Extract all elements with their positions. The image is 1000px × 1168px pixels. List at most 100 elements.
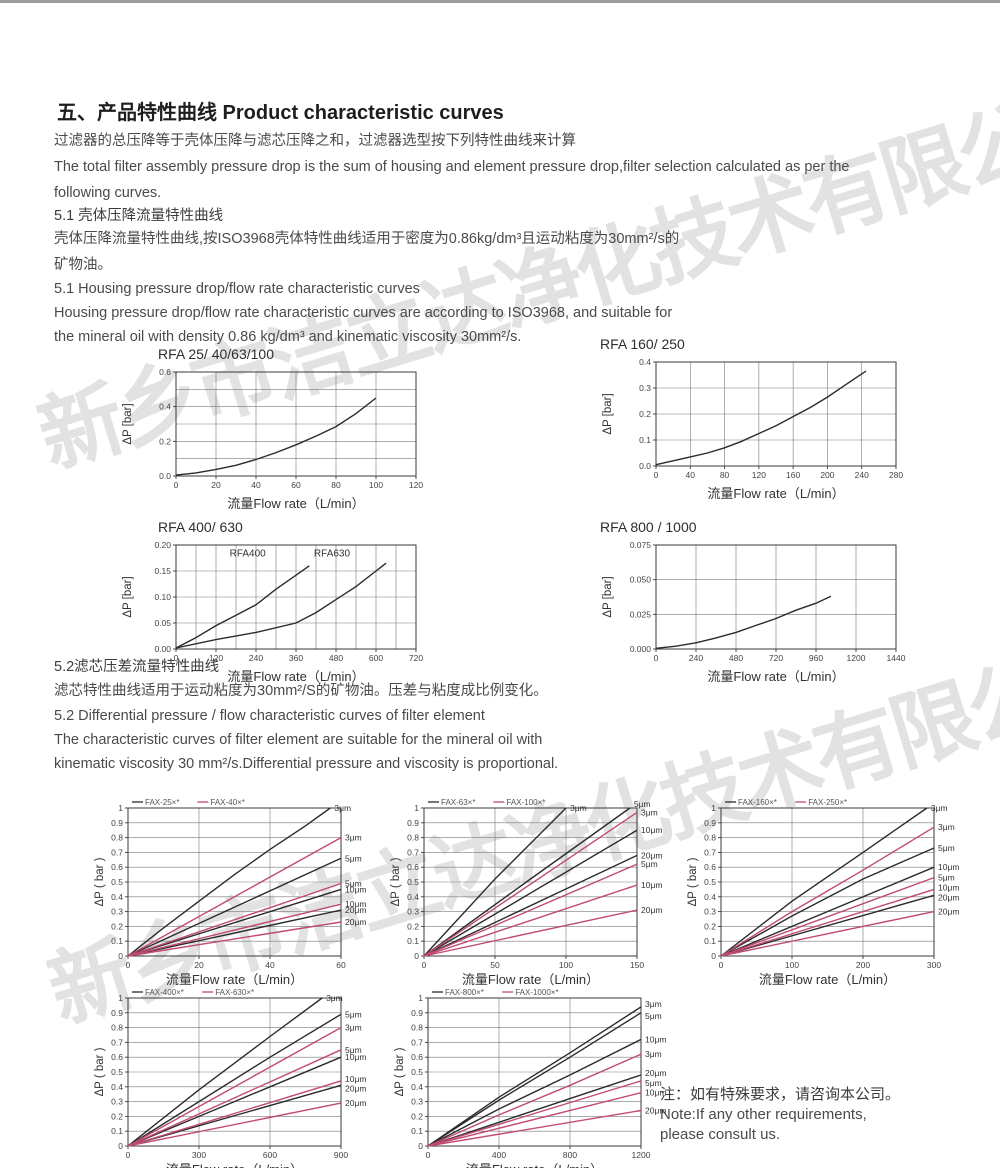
svg-text:0.1: 0.1 (407, 936, 419, 946)
svg-text:100: 100 (785, 960, 799, 970)
svg-text:流量Flow rate（L/min）: 流量Flow rate（L/min） (466, 1162, 603, 1168)
svg-text:FAX-630×*: FAX-630×* (215, 988, 254, 997)
chart-housing-rfa-160-250-plot: 0 40 80 120 160 200 240 280 0.0 0.1 0.2 0.3 0.4 ΔP [b… (602, 357, 903, 501)
svg-text:5μm: 5μm (345, 853, 362, 863)
svg-text:120: 120 (409, 480, 423, 490)
note-block: 注：如有特殊要求，请咨询本公司。 Note:If any other requi… (660, 1085, 900, 1145)
svg-text:FAX-40×*: FAX-40×* (210, 798, 244, 807)
svg-text:3μm: 3μm (334, 803, 351, 813)
svg-text:0.050: 0.050 (630, 575, 652, 585)
svg-text:0.1: 0.1 (411, 1126, 423, 1136)
intro-line-en-1: The total filter assembly pressure drop … (54, 159, 850, 175)
svg-text:0.6: 0.6 (704, 862, 716, 872)
svg-text:10μm: 10μm (345, 899, 366, 909)
svg-text:0: 0 (719, 960, 724, 970)
svg-text:0.05: 0.05 (154, 618, 171, 628)
svg-text:10μm: 10μm (938, 882, 959, 892)
svg-text:0: 0 (422, 960, 427, 970)
svg-text:480: 480 (729, 653, 743, 663)
svg-text:ΔP ( bar ): ΔP ( bar ) (687, 857, 699, 906)
svg-text:FAX-800×*: FAX-800×* (445, 988, 484, 997)
chart-element-fax-25-40: 0 20 40 60 0 0.1 0.2 0.3 0.4 0.5 0.6 0.7 0.8 0.9 1 3μm 5… (92, 794, 387, 992)
svg-text:20: 20 (194, 960, 204, 970)
svg-text:FAX-100×*: FAX-100×* (506, 798, 545, 807)
svg-text:0.5: 0.5 (111, 1067, 123, 1077)
svg-text:20μm: 20μm (938, 907, 959, 917)
intro-line-cn: 过滤器的总压降等于壳体压降与滤芯压降之和，过滤器选型按下列特性曲线来计算 (54, 133, 576, 149)
svg-text:1200: 1200 (847, 653, 866, 663)
svg-text:ΔP [bar]: ΔP [bar] (122, 576, 134, 617)
svg-text:5μm: 5μm (938, 843, 955, 853)
svg-text:0: 0 (426, 1150, 431, 1160)
svg-text:流量Flow rate（L/min）: 流量Flow rate（L/min） (166, 972, 303, 987)
svg-text:10μm: 10μm (345, 884, 366, 894)
top-border (0, 0, 1000, 3)
svg-text:40: 40 (265, 960, 275, 970)
svg-text:FAX-250×*: FAX-250×* (808, 798, 847, 807)
svg-text:0: 0 (654, 470, 659, 480)
section-5-2-heading-cn: 5.2滤芯压差流量特性曲线 (54, 659, 220, 675)
svg-text:0.3: 0.3 (407, 907, 419, 917)
section-5-2-body-cn: 滤芯特性曲线适用于运动粘度为30mm²/S的矿物油。压差与粘度成比例变化。 (54, 683, 548, 699)
svg-text:0.00: 0.00 (154, 644, 171, 654)
svg-text:5μm: 5μm (345, 878, 362, 888)
svg-text:5μm: 5μm (641, 859, 658, 869)
svg-text:5μm: 5μm (634, 799, 651, 809)
chart-element-fax-63-100: 0 50 100 150 0 0.1 0.2 0.3 0.4 0.5 0.6 0.7 0.8 0.9 1 3μ… (388, 794, 683, 992)
svg-text:FAX-25×*: FAX-25×* (145, 798, 179, 807)
svg-text:0.8: 0.8 (411, 1023, 423, 1033)
section-5-2-heading-en: 5.2 Differential pressure / flow charact… (54, 708, 485, 724)
chart-element-fax-25-40-plot: 0 20 40 60 0 0.1 0.2 0.3 0.4 0.5 0.6 0.7 0.8 0.9 1 3μm 5… (94, 798, 366, 987)
svg-text:流量Flow rate（L/min）: 流量Flow rate（L/min） (227, 669, 364, 684)
svg-text:20μm: 20μm (641, 905, 662, 915)
section-5-2-body-en-1: The characteristic curves of filter elem… (54, 732, 543, 748)
svg-text:ΔP [bar]: ΔP [bar] (602, 576, 614, 617)
svg-text:1440: 1440 (887, 653, 906, 663)
svg-text:0.6: 0.6 (407, 862, 419, 872)
chart-housing-rfa-800-1000-plot: 0 240 480 720 960 1200 1440 0.000 0.025 0.050 0.07… (602, 540, 906, 684)
svg-text:0.1: 0.1 (704, 936, 716, 946)
section-5-1-body-cn-1: 壳体压降流量特性曲线,按ISO3968壳体特性曲线适用于密度为0.86kg/dm… (54, 231, 680, 247)
svg-text:160: 160 (786, 470, 800, 480)
svg-text:20μm: 20μm (641, 850, 662, 860)
svg-text:360: 360 (289, 653, 303, 663)
svg-text:10μm: 10μm (645, 1088, 666, 1098)
svg-text:900: 900 (334, 1150, 348, 1160)
note-line-en-2: please consult us. (660, 1126, 781, 1143)
svg-text:1: 1 (118, 993, 123, 1003)
svg-text:10μm: 10μm (345, 1074, 366, 1084)
svg-text:0.5: 0.5 (704, 877, 716, 887)
svg-text:10μm: 10μm (641, 825, 662, 835)
svg-text:50: 50 (490, 960, 500, 970)
svg-text:20μm: 20μm (345, 905, 366, 915)
svg-text:0.7: 0.7 (407, 847, 419, 857)
svg-text:720: 720 (409, 653, 423, 663)
chart-housing-rfa-800-1000: RFA 800 / 1000 0 240 480 720 960 1200 1440 0.00… (600, 519, 930, 689)
svg-text:10μm: 10μm (641, 880, 662, 890)
svg-text:0.10: 0.10 (154, 592, 171, 602)
svg-text:3μm: 3μm (326, 993, 343, 1003)
svg-text:3μm: 3μm (641, 807, 658, 817)
svg-text:3μm: 3μm (645, 1049, 662, 1059)
svg-text:0: 0 (654, 653, 659, 663)
svg-text:0.6: 0.6 (411, 1052, 423, 1062)
svg-text:60: 60 (291, 480, 301, 490)
svg-text:150: 150 (630, 960, 644, 970)
svg-text:1: 1 (118, 803, 123, 813)
svg-text:0.075: 0.075 (630, 540, 652, 550)
svg-text:0.4: 0.4 (639, 357, 651, 367)
svg-text:0.7: 0.7 (111, 847, 123, 857)
svg-text:0.1: 0.1 (111, 936, 123, 946)
svg-text:0.9: 0.9 (111, 818, 123, 828)
svg-text:流量Flow rate（L/min）: 流量Flow rate（L/min） (707, 669, 844, 684)
svg-text:ΔP ( bar ): ΔP ( bar ) (394, 1047, 406, 1096)
svg-text:3μm: 3μm (938, 822, 955, 832)
svg-text:0.2: 0.2 (111, 921, 123, 931)
svg-text:0.5: 0.5 (411, 1067, 423, 1077)
svg-text:0.6: 0.6 (111, 862, 123, 872)
svg-text:200: 200 (856, 960, 870, 970)
svg-text:FAX-63×*: FAX-63×* (441, 798, 475, 807)
svg-text:0.1: 0.1 (111, 1126, 123, 1136)
chart-element-fax-63-100-plot: 0 50 100 150 0 0.1 0.2 0.3 0.4 0.5 0.6 0.7 0.8 0.9 1 3μ… (390, 798, 662, 987)
svg-text:流量Flow rate（L/min）: 流量Flow rate（L/min） (462, 972, 599, 987)
